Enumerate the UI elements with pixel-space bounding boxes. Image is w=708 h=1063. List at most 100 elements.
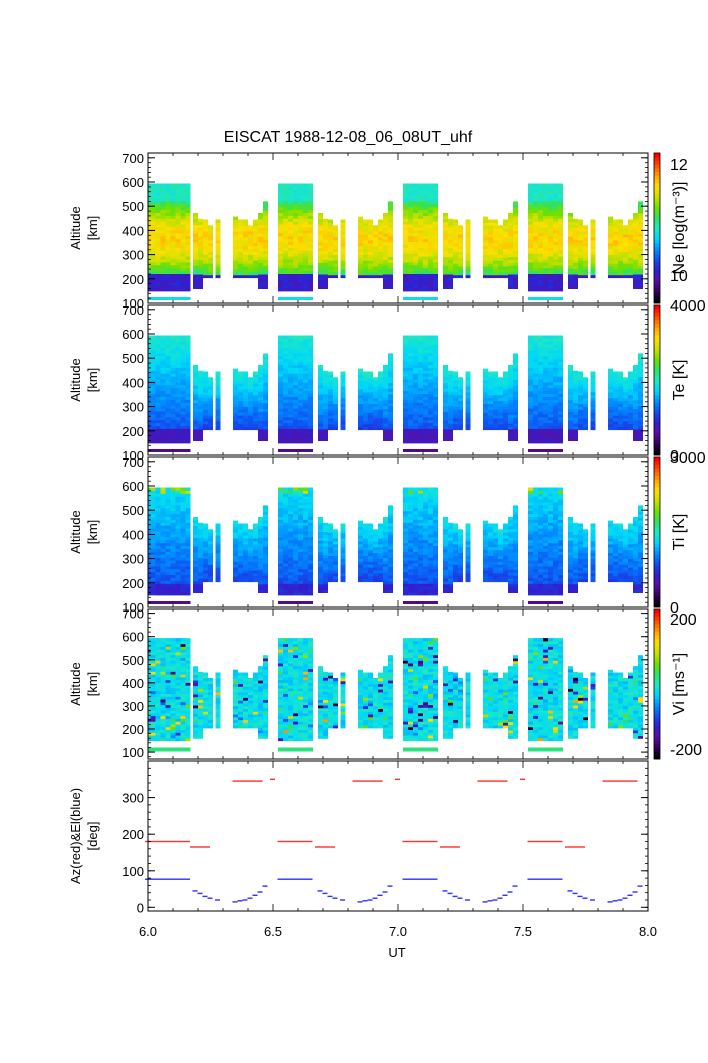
heatmap-cell xyxy=(175,571,181,576)
heatmap-cell xyxy=(298,408,303,412)
colorbar-segment xyxy=(654,410,660,415)
heatmap-cell xyxy=(165,533,171,538)
heatmap-cell xyxy=(513,210,518,214)
heatmap-cell xyxy=(558,419,563,424)
heatmap-cell xyxy=(368,248,373,252)
heatmap-cell xyxy=(258,250,263,255)
heatmap-cell xyxy=(358,383,363,387)
heatmap-cell xyxy=(193,408,198,412)
heatmap-cell xyxy=(423,297,428,300)
heatmap-cell xyxy=(488,409,493,413)
heatmap-cell xyxy=(533,341,538,345)
heatmap-cell xyxy=(578,412,583,416)
heatmap-cell xyxy=(513,426,518,430)
heatmap-cell xyxy=(363,268,368,273)
heatmap-cell xyxy=(538,203,543,208)
heatmap-cell xyxy=(165,571,171,576)
heatmap-cell xyxy=(433,209,438,213)
heatmap-cell xyxy=(293,212,298,216)
heatmap-cell xyxy=(458,423,463,428)
heatmap-cell xyxy=(165,405,171,409)
heatmap-cell xyxy=(453,254,458,258)
heatmap-cell xyxy=(160,536,166,541)
heatmap-cell xyxy=(263,218,268,223)
heatmap-cell xyxy=(175,545,181,549)
heatmap-cell xyxy=(388,405,393,409)
heatmap-cell xyxy=(633,396,638,401)
heatmap-cell xyxy=(148,574,151,578)
heatmap-cell xyxy=(293,367,298,371)
heatmap-cell xyxy=(378,225,383,229)
heatmap-cell xyxy=(428,416,433,421)
heatmap-cell xyxy=(533,405,538,409)
heatmap-cell xyxy=(238,406,243,410)
heatmap-cell xyxy=(328,274,333,279)
heatmap-cell xyxy=(373,248,378,252)
heatmap-cell xyxy=(253,409,258,413)
heatmap-cell xyxy=(623,397,628,402)
heatmap-cell xyxy=(323,411,328,415)
heatmap-cell xyxy=(160,200,166,205)
heatmap-cell xyxy=(288,358,293,363)
heatmap-cell xyxy=(608,386,613,390)
heatmap-cell xyxy=(203,260,208,264)
heatmap-cell xyxy=(543,212,548,216)
heatmap-cell xyxy=(208,403,213,407)
heatmap-cell xyxy=(160,273,166,277)
heatmap-cell xyxy=(418,393,423,397)
heatmap-cell xyxy=(590,423,596,428)
heatmap-cell xyxy=(388,411,393,415)
heatmap-cell xyxy=(638,367,643,372)
heatmap-cell xyxy=(538,335,543,339)
heatmap-cell xyxy=(288,189,293,193)
heatmap-cell xyxy=(423,221,428,225)
heatmap-cell xyxy=(160,370,166,374)
heatmap-cell xyxy=(443,224,448,228)
heatmap-cell xyxy=(293,364,298,368)
heatmap-cell xyxy=(248,397,253,402)
x-ticks xyxy=(147,305,649,455)
heatmap-cell xyxy=(608,222,613,226)
heatmap-cell xyxy=(428,203,433,208)
heatmap-cell xyxy=(423,416,428,421)
heatmap-cell xyxy=(418,221,423,225)
heatmap-cell xyxy=(283,229,288,234)
heatmap-cell xyxy=(638,279,643,284)
heatmap-cell xyxy=(328,377,333,381)
heatmap-cell xyxy=(503,374,508,378)
heatmap-cell xyxy=(433,425,438,429)
heatmap-cell xyxy=(568,236,573,240)
heatmap-cell xyxy=(433,238,438,242)
heatmap-cell xyxy=(150,203,156,208)
heatmap-cell xyxy=(433,381,438,386)
heatmap-cell xyxy=(448,247,453,252)
heatmap-cell xyxy=(448,405,453,409)
heatmap-cell xyxy=(573,417,578,421)
heatmap-cell xyxy=(408,440,413,444)
heatmap-cell xyxy=(618,389,623,393)
heatmap-cell xyxy=(253,266,258,270)
heatmap-cell xyxy=(423,390,428,394)
heatmap-cell xyxy=(553,413,558,418)
heatmap-cell xyxy=(283,381,288,386)
heatmap-cell xyxy=(180,422,186,426)
heatmap-cell xyxy=(298,192,303,196)
heatmap-cell xyxy=(558,267,563,272)
heatmap-cell xyxy=(528,376,533,380)
heatmap-cell xyxy=(568,396,573,401)
heatmap-cell xyxy=(368,263,373,267)
heatmap-cell xyxy=(538,411,543,415)
heatmap-cell xyxy=(413,390,418,394)
heatmap-cell xyxy=(553,367,558,371)
heatmap-cell xyxy=(543,373,548,377)
heatmap-cell xyxy=(318,218,323,223)
heatmap-cell xyxy=(238,412,243,416)
heatmap-cell xyxy=(283,364,288,368)
heatmap-cell xyxy=(238,409,243,413)
heatmap-cell xyxy=(553,183,558,187)
heatmap-cell xyxy=(503,231,508,235)
heatmap-cell xyxy=(148,198,151,202)
heatmap-cell xyxy=(418,381,423,386)
heatmap-cell xyxy=(508,437,513,441)
